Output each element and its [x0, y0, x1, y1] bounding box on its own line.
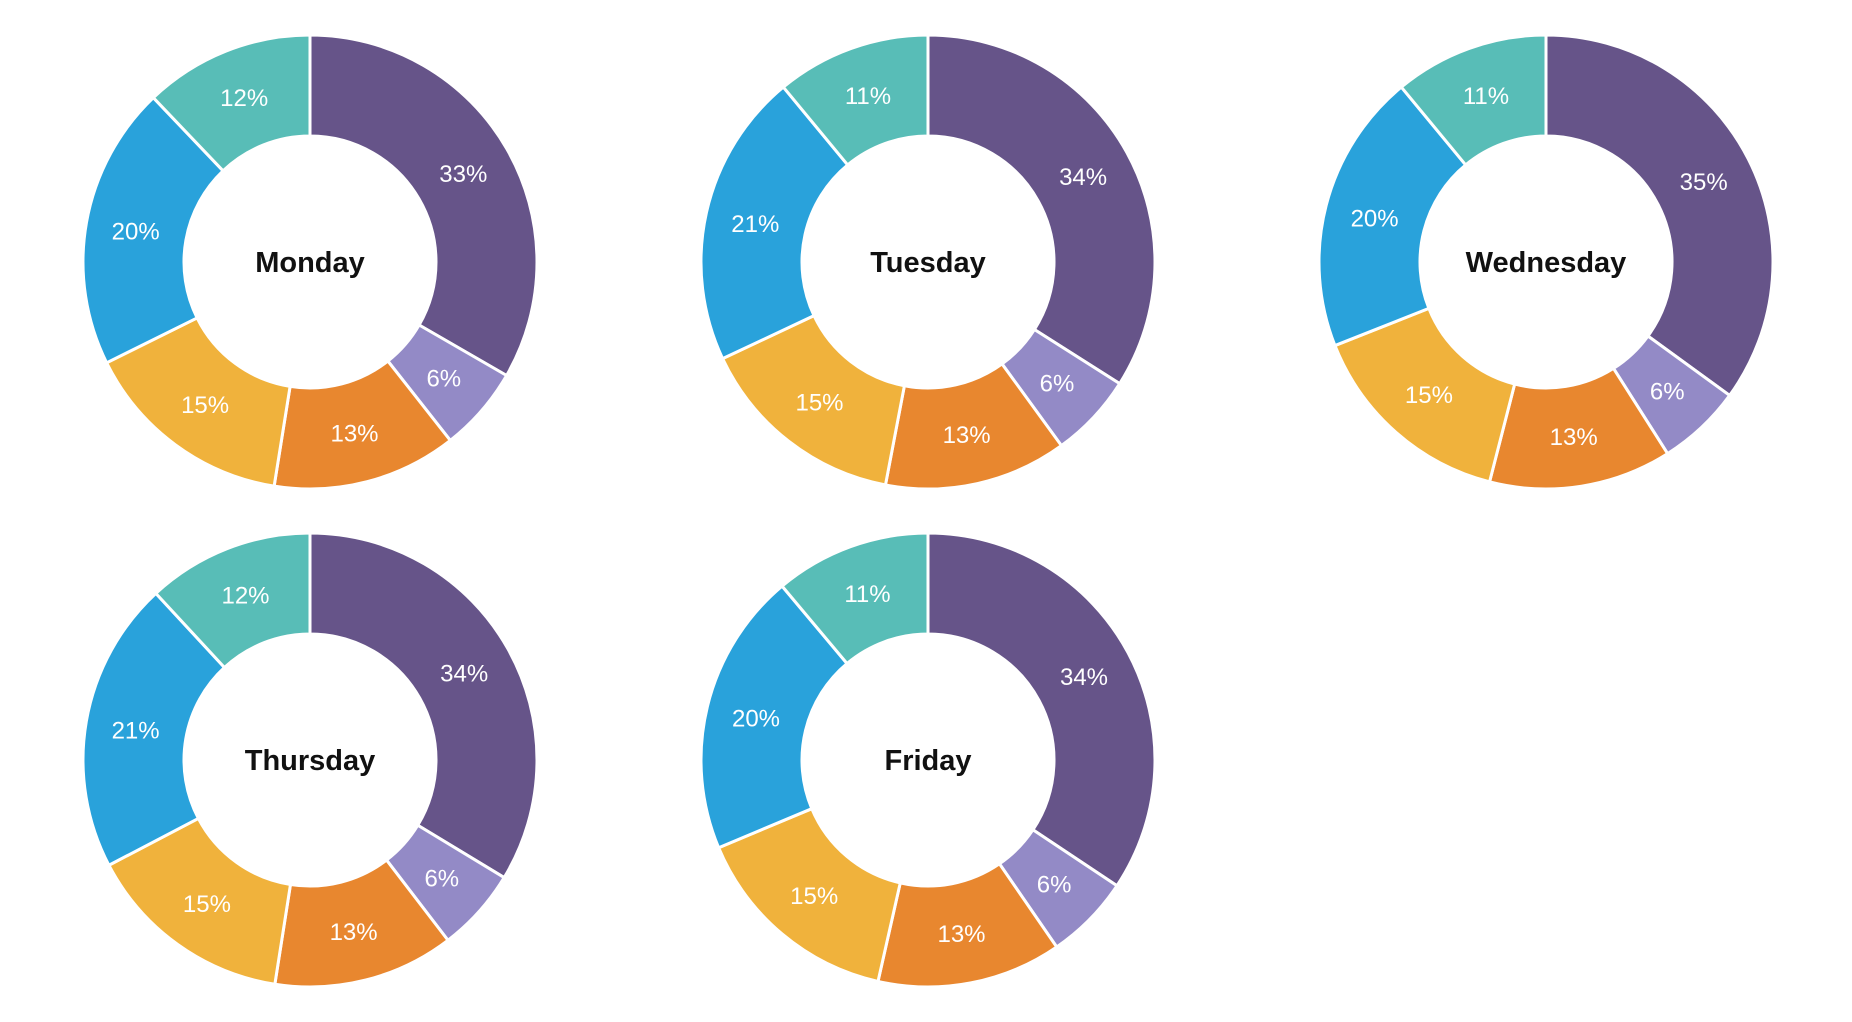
- donut-slice-purple: [926, 531, 1157, 888]
- slice-percent-label: 15%: [1405, 382, 1453, 409]
- donut-chart-monday: 33% 6% 13% 15% 20% 12% Monday: [80, 32, 540, 492]
- slice-percent-label: 15%: [183, 891, 231, 918]
- slice-percent-label: 6%: [1037, 872, 1072, 899]
- donut-slice-teal: [780, 531, 930, 665]
- donut-slice-teal: [781, 33, 930, 167]
- donut-slice-amber: [721, 314, 906, 487]
- slice-percent-label: 6%: [1040, 371, 1075, 398]
- slice-percent-label: 13%: [937, 921, 985, 948]
- slice-percent-label: 11%: [1463, 83, 1509, 110]
- slice-percent-label: 21%: [731, 211, 779, 238]
- slice-percent-label: 20%: [732, 706, 780, 733]
- slice-percent-label: 15%: [181, 392, 229, 419]
- donut-slice-amber: [105, 316, 292, 488]
- donut-chart-wednesday: 35% 6% 13% 15% 20% 11% Wednesday: [1316, 32, 1776, 492]
- slice-percent-label: 34%: [1059, 164, 1107, 191]
- donut-chart-friday: 34% 6% 13% 15% 20% 11% Friday: [698, 530, 1158, 990]
- slice-percent-label: 20%: [1351, 205, 1399, 232]
- donut-slice-blue: [699, 85, 850, 361]
- slice-percent-label: 6%: [1650, 378, 1685, 405]
- slice-percent-label: 12%: [221, 583, 269, 610]
- donut-slice-purple: [308, 531, 539, 880]
- slice-percent-label: 34%: [1060, 664, 1108, 691]
- donut-slice-blue: [81, 591, 226, 867]
- slice-percent-label: 12%: [220, 85, 268, 112]
- slice-percent-label: 13%: [1550, 424, 1598, 451]
- slice-percent-label: 11%: [844, 581, 890, 608]
- donut-slice-amber: [717, 807, 902, 983]
- chart-title: Tuesday: [870, 247, 986, 279]
- donut-chart-friday-svg: 34% 6% 13% 15% 20% 11% Friday: [699, 531, 1157, 989]
- slice-percent-label: 6%: [424, 866, 459, 893]
- donut-slice-purple: [308, 33, 539, 377]
- slice-percent-label: 21%: [112, 717, 160, 744]
- donut-slice-amber: [1333, 306, 1517, 484]
- donut-slice-purple: [926, 33, 1157, 386]
- donut-slice-blue: [699, 584, 849, 850]
- slice-percent-label: 15%: [795, 389, 843, 416]
- slice-percent-label: 11%: [845, 83, 891, 110]
- slice-percent-label: 13%: [330, 919, 378, 946]
- donut-chart-monday-svg: 33% 6% 13% 15% 20% 12% Monday: [81, 33, 539, 491]
- donut-slice-blue: [1317, 85, 1468, 348]
- donut-chart-wednesday-svg: 35% 6% 13% 15% 20% 11% Wednesday: [1317, 33, 1775, 491]
- slice-percent-label: 33%: [439, 161, 487, 188]
- slice-percent-label: 35%: [1680, 169, 1728, 196]
- chart-title: Wednesday: [1466, 247, 1627, 279]
- donut-slice-teal: [154, 531, 312, 670]
- donut-chart-thursday-svg: 34% 6% 13% 15% 21% 12% Thursday: [81, 531, 539, 989]
- slice-percent-label: 13%: [943, 422, 991, 449]
- donut-slice-teal: [151, 33, 312, 173]
- donut-slice-teal: [1399, 33, 1548, 167]
- chart-title: Monday: [255, 247, 365, 279]
- slice-percent-label: 15%: [790, 883, 838, 910]
- donut-chart-tuesday-svg: 34% 6% 13% 15% 21% 11% Tuesday: [699, 33, 1157, 491]
- donut-chart-thursday: 34% 6% 13% 15% 21% 12% Thursday: [80, 530, 540, 990]
- slice-percent-label: 20%: [112, 219, 160, 246]
- slice-percent-label: 13%: [330, 421, 378, 448]
- donut-slice-purple: [1544, 33, 1775, 397]
- donut-slice-blue: [81, 96, 225, 365]
- slice-percent-label: 34%: [440, 661, 488, 688]
- slice-percent-label: 6%: [426, 365, 461, 392]
- chart-title: Friday: [884, 745, 971, 777]
- donut-chart-tuesday: 34% 6% 13% 15% 21% 11% Tuesday: [698, 32, 1158, 492]
- chart-title: Thursday: [245, 745, 376, 777]
